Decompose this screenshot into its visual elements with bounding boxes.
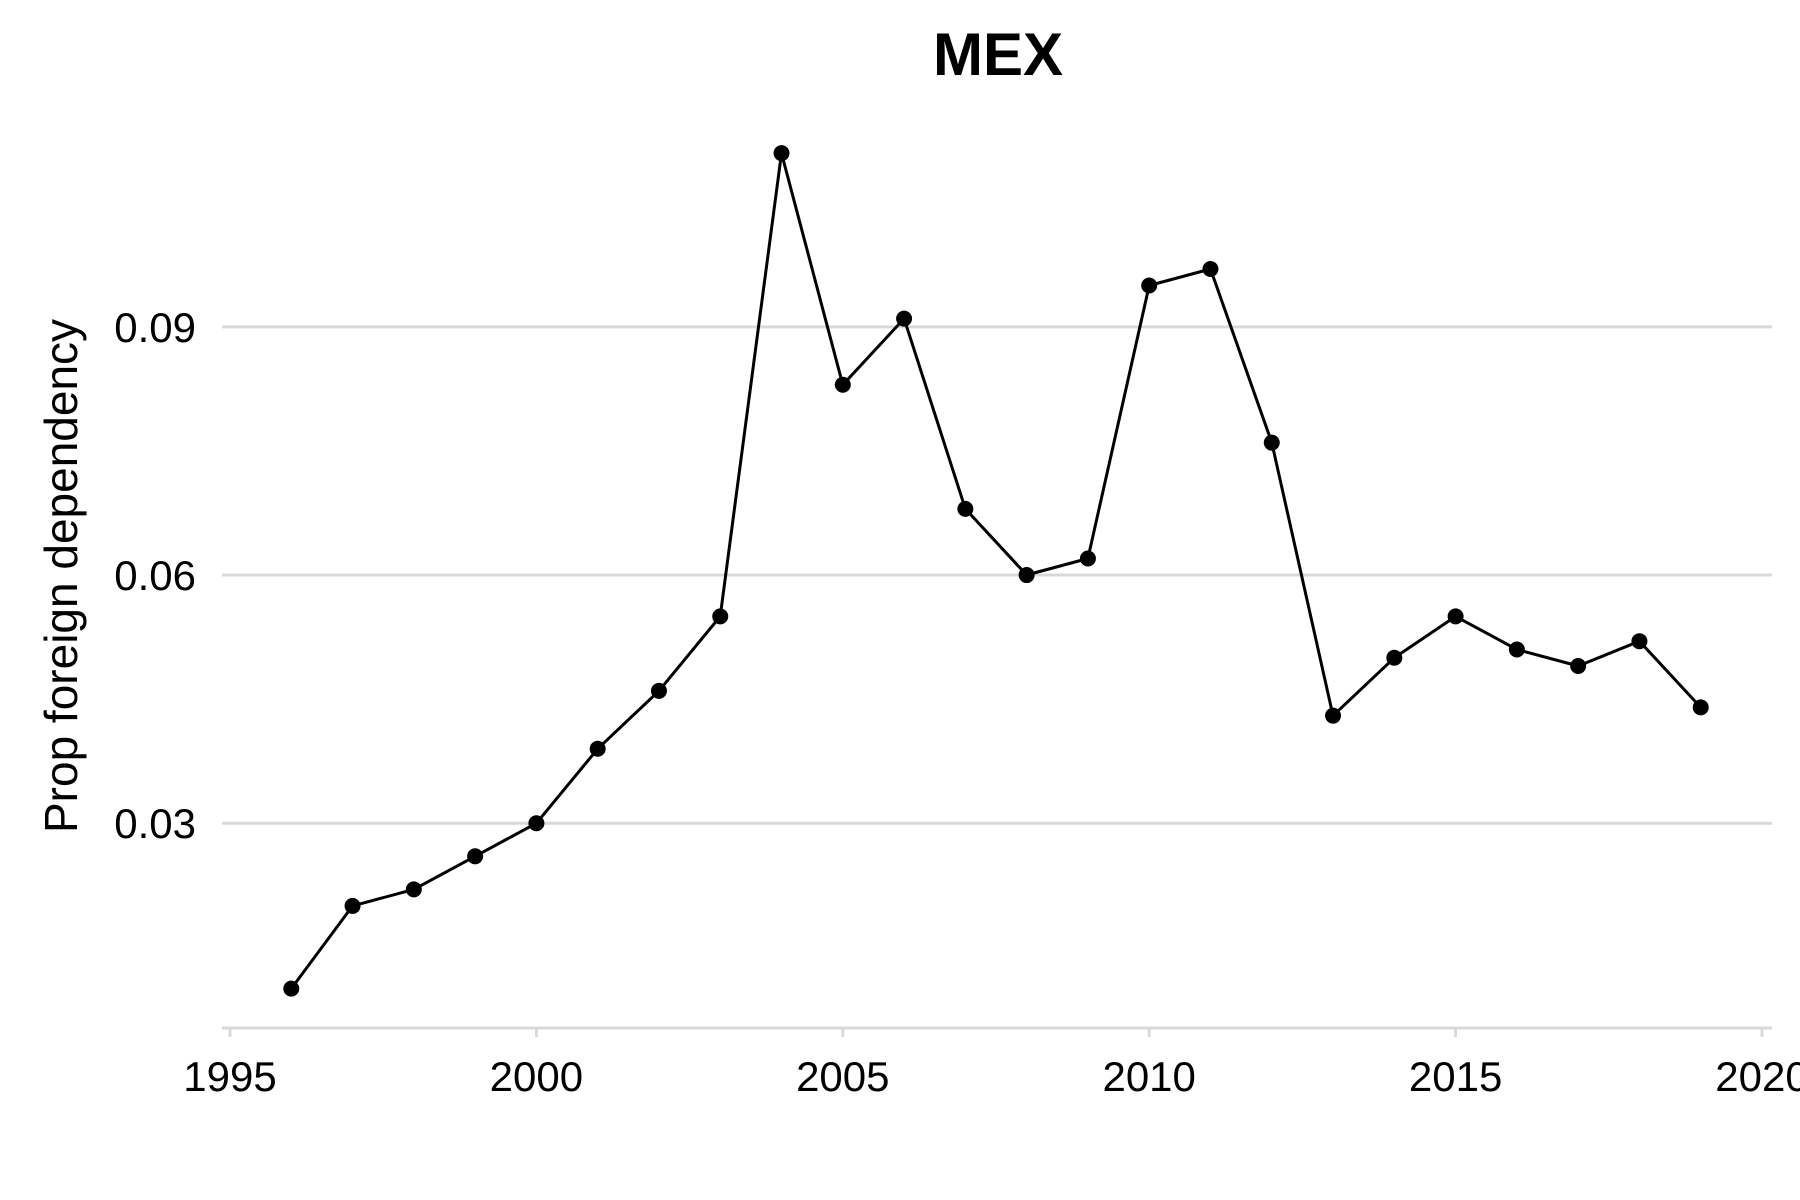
series-line: [290, 151, 1702, 990]
y-axis-label: Prop foreign dependency: [35, 319, 87, 833]
x-tick-label: 2000: [490, 1053, 583, 1100]
data-point: [1570, 658, 1587, 675]
data-point: [957, 500, 974, 517]
chart-title: MEX: [933, 21, 1063, 88]
data-point: [896, 310, 913, 327]
y-tick-label: 0.06: [114, 552, 196, 599]
data-point: [1692, 699, 1709, 716]
data-point: [1018, 567, 1035, 584]
x-tick-label: 2020: [1715, 1053, 1800, 1100]
y-tick-label: 0.03: [114, 800, 196, 847]
x-axis-ticks: 1995 2000 2005 2010 2015 2020: [183, 1028, 1800, 1100]
gridlines: [222, 325, 1772, 825]
y-tick-label: 0.09: [114, 304, 196, 351]
x-tick-label: 1995: [183, 1053, 276, 1100]
data-point: [1141, 277, 1158, 294]
data-point: [467, 848, 484, 865]
data-point: [1508, 641, 1525, 658]
data-point: [1631, 633, 1648, 650]
data-point: [1325, 707, 1342, 724]
data-point: [712, 608, 729, 625]
x-tick-label: 2015: [1409, 1053, 1502, 1100]
data-point: [344, 897, 361, 914]
data-point: [773, 145, 790, 162]
data-point: [650, 682, 667, 699]
y-axis-ticks: 0.03 0.06 0.09: [114, 304, 196, 847]
data-point: [528, 815, 545, 832]
data-point: [1263, 434, 1280, 451]
data-point: [834, 376, 851, 393]
data-point: [1447, 608, 1464, 625]
series: [283, 145, 1709, 997]
x-tick-label: 2005: [796, 1053, 889, 1100]
data-point: [405, 881, 422, 898]
data-point: [1386, 649, 1403, 666]
data-point: [1202, 260, 1219, 277]
x-tick-label: 2010: [1102, 1053, 1195, 1100]
data-point: [283, 980, 300, 997]
data-point: [589, 740, 606, 757]
data-point: [1079, 550, 1096, 567]
